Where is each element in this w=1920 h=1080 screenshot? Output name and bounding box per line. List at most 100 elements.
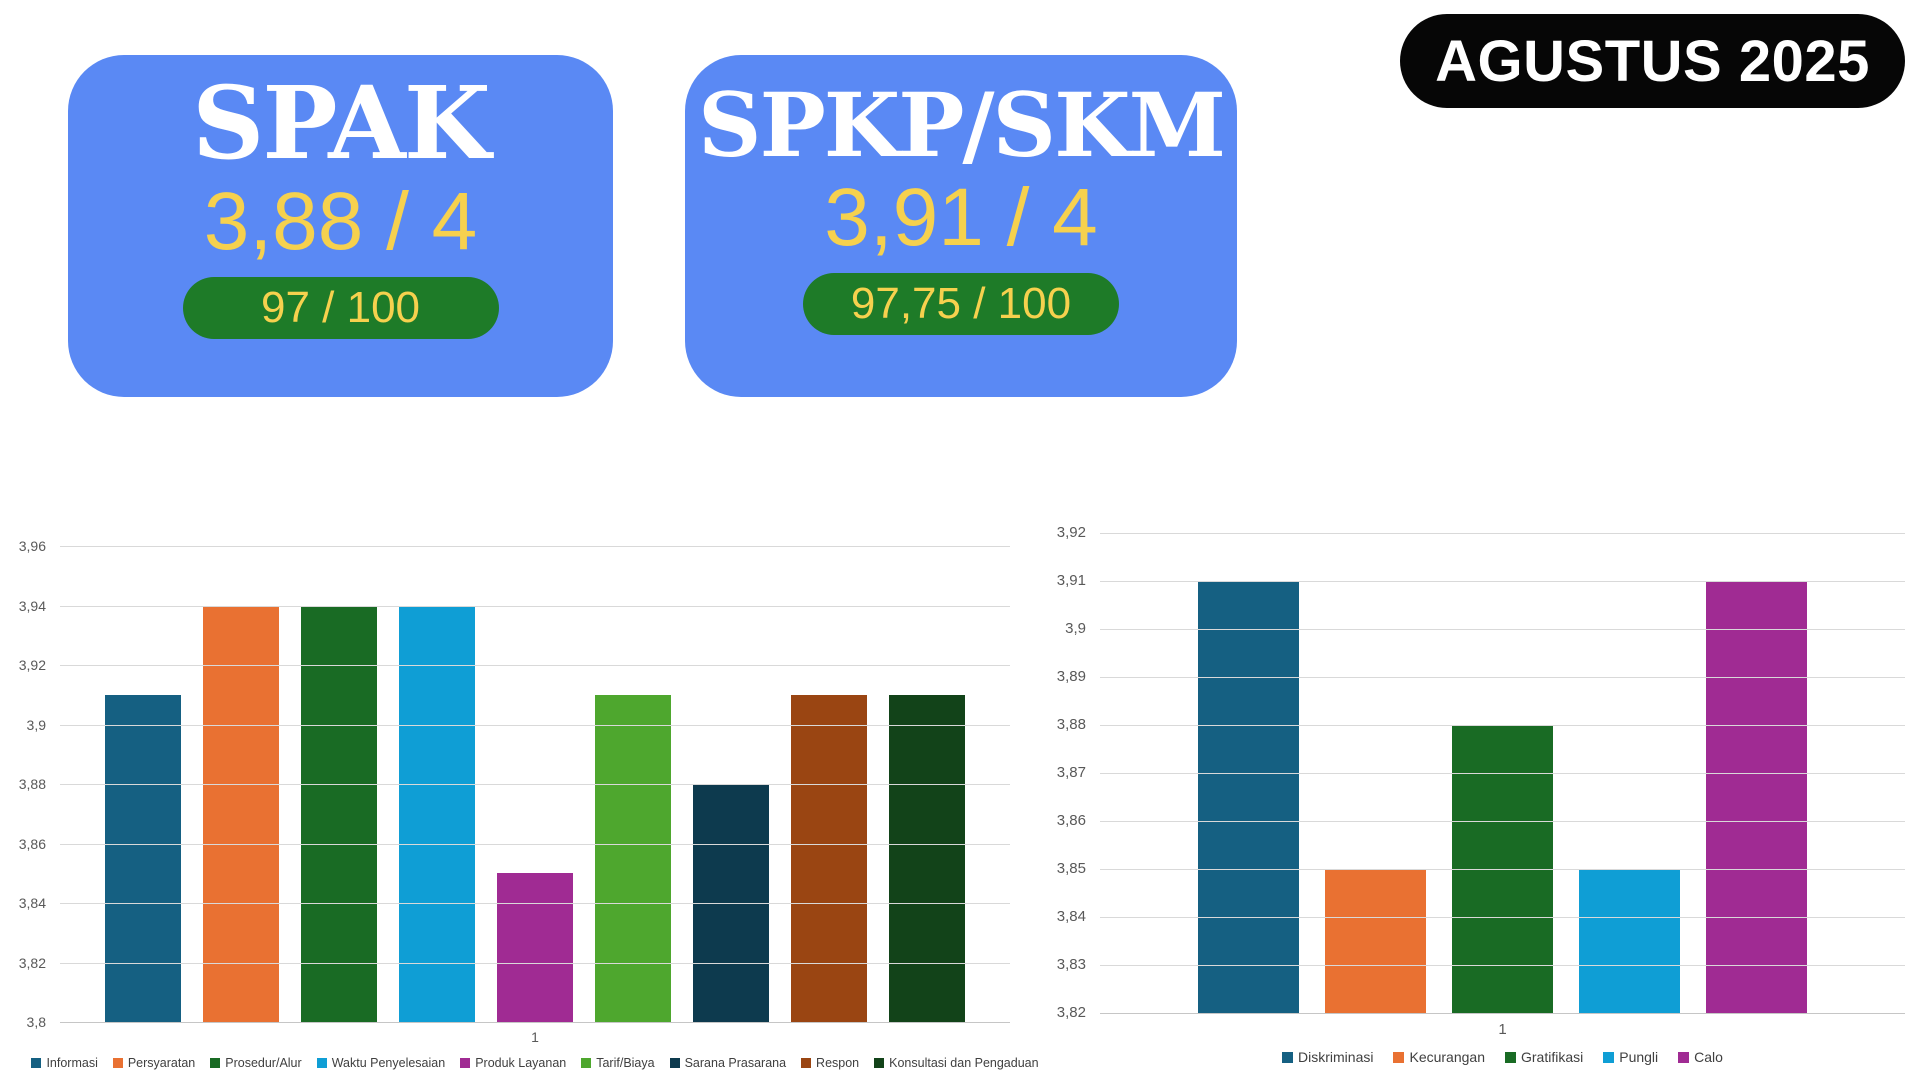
gridline [1100,869,1905,870]
gridline [1100,725,1905,726]
gridline [60,903,1010,904]
chart-legend: Diskriminasi Kecurangan Gratifikasi Pungli C… [1100,1049,1905,1065]
gridline [60,962,1010,964]
y-axis-label: 3,84 [18,895,46,911]
y-axis-label: 3,91 [1056,572,1086,589]
y-axis-label: 3,82 [1056,1004,1086,1021]
y-axis-label: 3,8 [26,1014,46,1030]
card-sub-score-pill: 97 / 100 [182,277,499,340]
legend-marker [1678,1051,1690,1063]
gridline [60,665,1010,666]
card-sub-score-pill: 97,75 / 100 [803,273,1119,336]
gridline [1100,677,1905,678]
gridline [60,546,1010,547]
legend-marker [112,1058,123,1068]
bar-waktu-penyelesaian [399,605,475,1022]
spak-card: SPAK 3,88 / 4 97 / 100 [68,55,613,397]
legend-item-persyaratan: Persyaratan [112,1056,196,1070]
y-axis-label: 3,86 [1056,812,1086,829]
legend-item-respon: Respon [801,1056,859,1070]
legend-item-tarif-biaya: Tarif/Biaya [581,1056,655,1070]
gridline [1100,965,1905,966]
legend-item-diskriminasi: Diskriminasi [1282,1049,1373,1065]
plot-area: 1 Diskriminasi Kecurangan Gratifikasi Pungl… [1057,524,1905,1065]
bar-informasi [105,694,181,1022]
bars [60,546,1010,1022]
legend-label: Calo [1694,1049,1723,1065]
y-axis-label: 3,9 [1065,620,1086,637]
legend-item-waktu-penyelesaian: Waktu Penyelesaian [316,1056,446,1070]
y-axis-label: 3,96 [18,538,46,554]
y-axis-label: 3,84 [1056,908,1086,925]
y-axis-label: 3,92 [1056,524,1086,541]
card-title: SPAK [192,64,491,182]
legend-label: Respon [816,1056,860,1070]
gridline [1100,821,1905,822]
y-axis-label: 3,88 [18,776,46,792]
legend-label: Produk Layanan [475,1056,567,1070]
x-axis-label: 1 [531,1029,539,1045]
y-axis-label: 3,89 [1056,668,1086,685]
legend-item-informasi: Informasi [31,1056,98,1070]
legend-label: Persyaratan [127,1056,196,1070]
legend-label: Kecurangan [1409,1049,1485,1065]
gridline [60,784,1010,785]
legend-marker [874,1058,885,1068]
y-axis-label: 3,87 [1056,764,1086,781]
y-axis-label: 3,92 [18,657,46,673]
legend-marker [1603,1051,1615,1063]
card-sub-score: 97 / 100 [260,283,421,333]
legend-marker [1393,1051,1405,1063]
legend-marker [1282,1051,1294,1063]
legend-item-prosedur-alur: Prosedur/Alur [210,1056,302,1070]
bar-tarif-biaya [595,694,671,1022]
legend-marker [801,1058,812,1068]
legend-label: Gratifikasi [1521,1049,1584,1065]
bar-konsultasi-dan-pengaduan [889,694,965,1022]
bar-persyaratan [203,605,279,1022]
gridline [60,724,1010,726]
y-axis-label: 3,85 [1056,860,1086,877]
plot-area: 1 Informasi Persyaratan Prosedur/Alur Waktu… [19,538,1039,1070]
y-axis-label: 3,86 [18,835,46,852]
legend-marker [316,1058,327,1068]
y-axis-label: 3,83 [1056,956,1086,973]
legend-label: Waktu Penyelesaian [331,1056,446,1070]
bar-kecurangan [1325,869,1426,1013]
bar-calo [1706,581,1807,1013]
card-score: 3,88 / 4 [203,176,478,267]
legend-item-produk-layanan: Produk Layanan [460,1056,566,1070]
legend-label: Konsultasi dan Pengaduan [889,1056,1039,1070]
legend-marker [460,1058,471,1068]
bar-diskriminasi [1198,581,1299,1013]
month-badge: AGUSTUS 2025 [1400,14,1905,108]
legend-marker [31,1058,42,1068]
bar-respon [791,694,867,1022]
card-title: SPKP/SKM [698,73,1226,177]
gridline [1100,917,1905,918]
legend-item-kecurangan: Kecurangan [1393,1049,1485,1065]
month-badge-label: AGUSTUS 2025 [1435,28,1870,94]
legend-item-konsultasi-dan-pengaduan: Konsultasi dan Pengaduan [874,1056,1039,1070]
card-score: 3,91 / 4 [824,172,1098,263]
legend-label: Pungli [1619,1049,1659,1065]
bar-prosedur-alur [301,605,377,1022]
x-axis-line [60,1022,1010,1023]
y-axis-label: 3,82 [18,954,46,971]
legend-item-calo: Calo [1678,1049,1723,1065]
bar-produk-layanan [497,873,573,1022]
gridline [60,605,1010,607]
gridline [60,843,1010,845]
legend-item-gratifikasi: Gratifikasi [1505,1049,1583,1065]
legend-item-pungli: Pungli [1603,1049,1658,1065]
y-axis-label: 3,88 [1056,716,1086,733]
legend-marker [669,1058,680,1068]
y-axis-label: 3,9 [26,716,46,733]
legend-marker [210,1058,221,1068]
spkp-skm-card: SPKP/SKM 3,91 / 4 97,75 / 100 [685,55,1237,397]
legend-label: Informasi [46,1056,98,1070]
y-axis-label: 3,94 [18,597,46,614]
gridline [1100,629,1905,630]
legend-item-sarana-prasarana: Sarana Prasarana [669,1056,786,1070]
gridline [1100,581,1905,582]
